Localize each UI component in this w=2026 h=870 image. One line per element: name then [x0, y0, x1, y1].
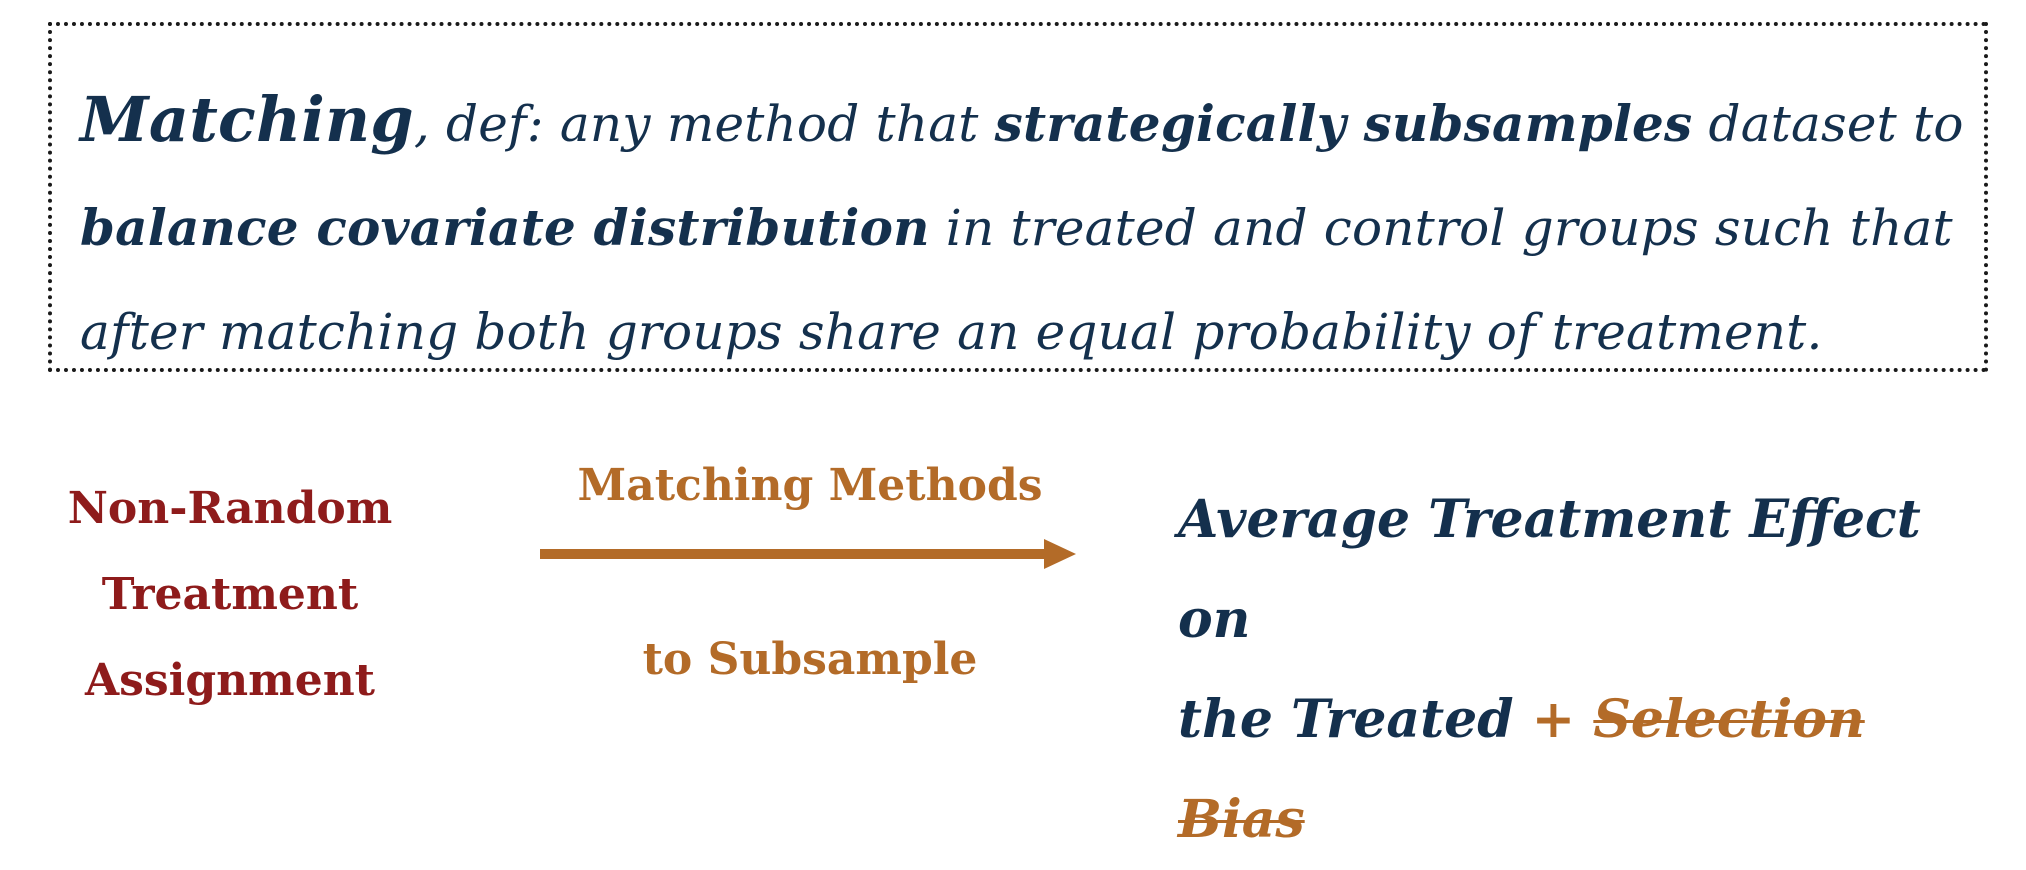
definition-part-1: , def: any method that — [413, 95, 995, 153]
input-line-1: Non-Random — [67, 483, 393, 534]
definition-text: Matching, def: any method that strategic… — [80, 68, 1984, 384]
method-label-bottom: to Subsample — [642, 634, 978, 685]
plus-sign: + — [1513, 689, 1594, 750]
definition-box: Matching, def: any method that strategic… — [48, 22, 1988, 372]
definition-bold-1: strategically subsamples — [994, 94, 1693, 153]
method-label-top: Matching Methods — [577, 460, 1043, 511]
arrow-head — [1044, 539, 1076, 569]
input-line-2: Treatment — [101, 569, 359, 620]
definition-term: Matching — [80, 83, 414, 156]
definition-part-2: dataset to — [1692, 95, 1964, 153]
input-line-3: Assignment — [84, 655, 376, 706]
result-line-1: Average Treatment Effect on — [1178, 489, 1921, 650]
flow-arrow — [540, 539, 1076, 569]
input-node: Non-Random Treatment Assignment — [30, 466, 430, 724]
result-node: Average Treatment Effect on the Treated … — [1178, 470, 1998, 870]
definition-part-3: in treated and control groups such that … — [80, 199, 1953, 361]
result-line-2-row: the Treated + Selection Bias — [1178, 670, 1998, 870]
result-line-2: the Treated — [1178, 689, 1514, 750]
definition-bold-2: balance covariate distribution — [80, 198, 930, 257]
